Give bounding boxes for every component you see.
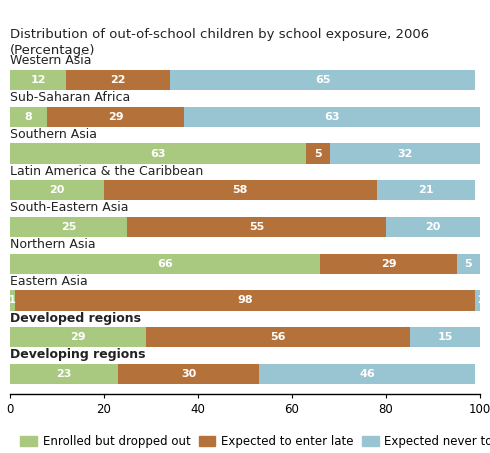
Bar [10,144,306,164]
Bar [146,327,410,347]
Text: 8: 8 [24,112,32,122]
Bar [10,107,48,127]
Text: 58: 58 [233,185,248,195]
Text: 25: 25 [61,222,76,232]
Text: 63: 63 [324,112,340,122]
Text: Southern Asia: Southern Asia [10,128,97,141]
Text: Western Asia: Western Asia [10,54,91,67]
Bar [259,364,475,384]
Text: 98: 98 [237,295,253,305]
Text: 55: 55 [249,222,265,232]
Bar [10,254,320,274]
Text: South-Eastern Asia: South-Eastern Asia [10,201,128,214]
Text: Developed regions: Developed regions [10,312,141,324]
Bar [10,327,146,347]
Text: 65: 65 [315,75,330,85]
Text: Sub-Saharan Africa: Sub-Saharan Africa [10,91,130,104]
Bar [320,254,457,274]
Text: 5: 5 [465,259,472,269]
Bar [118,364,259,384]
Bar [386,217,480,237]
Text: 66: 66 [157,259,173,269]
Text: 56: 56 [270,332,286,342]
Bar [457,254,480,274]
Text: 20: 20 [49,185,65,195]
Bar [104,180,377,200]
Bar [330,144,480,164]
Text: Northern Asia: Northern Asia [10,238,96,251]
Bar [306,144,330,164]
Text: Developing regions: Developing regions [10,348,146,361]
Text: 29: 29 [70,332,86,342]
Text: 30: 30 [181,369,196,379]
Bar [10,364,118,384]
Text: 15: 15 [437,332,453,342]
Bar [66,70,170,90]
Text: 12: 12 [30,75,46,85]
Bar [184,107,480,127]
Bar [48,107,184,127]
Text: 21: 21 [418,185,434,195]
Text: Distribution of out-of-school children by school exposure, 2006: Distribution of out-of-school children b… [10,28,429,41]
Text: 22: 22 [110,75,126,85]
Bar [127,217,386,237]
Bar [10,70,66,90]
Bar [10,290,15,311]
Bar [475,290,485,311]
Text: 2: 2 [477,295,484,305]
Text: 23: 23 [56,369,72,379]
Text: 32: 32 [397,149,413,159]
Text: 63: 63 [150,149,166,159]
Text: 29: 29 [108,112,123,122]
Bar [10,180,104,200]
Text: Latin America & the Caribbean: Latin America & the Caribbean [10,164,203,178]
Text: 5: 5 [314,149,322,159]
Text: 20: 20 [425,222,441,232]
Text: 29: 29 [381,259,396,269]
Text: 46: 46 [360,369,375,379]
Text: Eastern Asia: Eastern Asia [10,275,88,288]
Bar [10,217,127,237]
Bar [170,70,475,90]
Text: 1: 1 [9,295,16,305]
Legend: Enrolled but dropped out, Expected to enter late, Expected never to enrol: Enrolled but dropped out, Expected to en… [16,431,490,453]
Bar [410,327,480,347]
Bar [15,290,475,311]
Bar [377,180,475,200]
Text: (Percentage): (Percentage) [10,43,95,57]
